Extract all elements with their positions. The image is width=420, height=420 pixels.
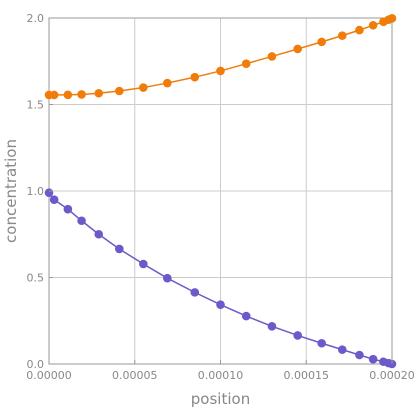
series-0: [44, 14, 397, 100]
data-point: [63, 204, 73, 214]
data-point: [77, 90, 86, 99]
data-point: [317, 338, 326, 348]
y-tick-label: 0.5: [27, 272, 45, 285]
data-point: [49, 195, 59, 204]
data-point: [293, 44, 302, 54]
data-point: [317, 37, 326, 47]
ticks: 0.00000 0.00005 0.00010 0.00015 0.00020 0.0 0.…: [26, 12, 415, 382]
data-point: [241, 311, 251, 321]
data-point: [355, 25, 364, 35]
x-tick-label: 0.00000: [26, 369, 72, 382]
data-point: [94, 229, 104, 239]
y-axis-title: concentration: [2, 139, 20, 243]
data-point: [190, 72, 200, 82]
data-point: [63, 90, 73, 100]
data-point: [139, 83, 148, 92]
x-axis-title: position: [191, 390, 250, 408]
data-point: [190, 288, 200, 297]
data-point: [267, 52, 277, 61]
series-layer: [44, 14, 397, 369]
data-point: [293, 331, 302, 340]
data-point: [94, 88, 104, 98]
data-point: [337, 31, 347, 40]
data-point: [139, 259, 148, 269]
data-point: [355, 350, 364, 360]
data-point: [115, 86, 124, 96]
x-tick-label: 0.00020: [369, 369, 415, 382]
data-point: [267, 321, 277, 331]
data-point: [216, 66, 225, 76]
data-point: [77, 216, 86, 226]
data-point: [216, 300, 225, 309]
data-point: [163, 78, 172, 88]
y-tick-label: 2.0: [27, 12, 45, 25]
x-tick-label: 0.00015: [284, 369, 330, 382]
data-point: [163, 273, 172, 283]
y-tick-label: 1.0: [27, 185, 45, 198]
data-point: [44, 188, 54, 198]
x-tick-label: 0.00010: [198, 369, 244, 382]
y-tick-label: 0.0: [27, 358, 45, 371]
data-point: [368, 354, 378, 364]
y-tick-label: 1.5: [27, 99, 45, 112]
data-point: [115, 244, 124, 254]
data-point: [387, 14, 397, 23]
data-point: [241, 59, 251, 68]
data-point: [337, 345, 347, 354]
data-point: [49, 90, 59, 100]
data-point: [368, 20, 378, 30]
x-tick-label: 0.00005: [112, 369, 158, 382]
